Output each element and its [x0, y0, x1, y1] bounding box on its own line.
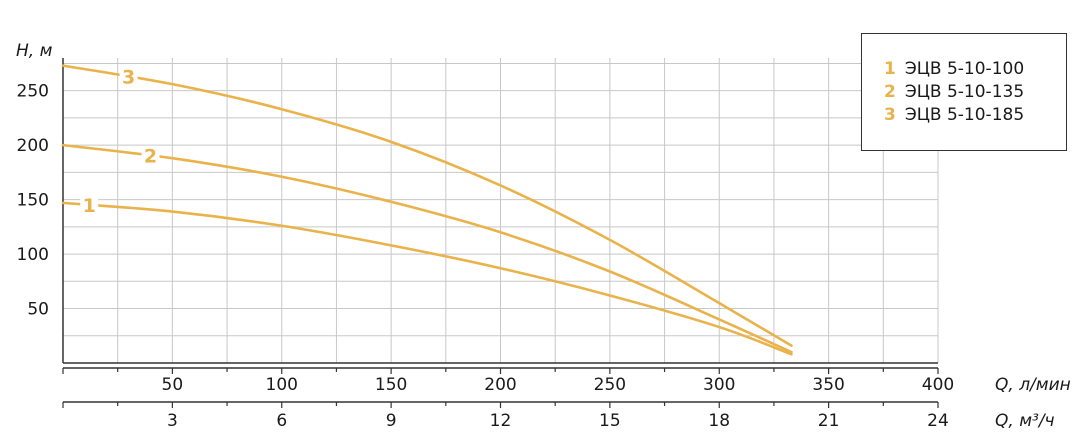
x-axis-title: Q, л/мин [995, 375, 1071, 395]
curve-label-background [119, 66, 138, 87]
legend-label: ЭЦВ 5-10-100 [904, 59, 1025, 79]
x-tick-label: 100 [266, 375, 298, 395]
x-tick-label: 250 [594, 375, 626, 395]
y-tick-labels: 50 100 150 200 250 [17, 82, 49, 320]
x2-tick-label: 12 [490, 411, 512, 431]
x-tick-label: 150 [375, 375, 407, 395]
legend-item-2: 2 ЭЦВ 5-10-135 [884, 81, 1066, 104]
y-tick-label: 250 [17, 82, 49, 102]
curve-label-1: 1 [83, 195, 96, 217]
curve-label-background [141, 145, 160, 166]
legend-number: 1 [884, 59, 896, 79]
x-tick-label: 350 [812, 375, 844, 395]
curve-3 [61, 64, 793, 347]
x2-tick-label: 6 [276, 411, 287, 431]
x2-tick-label: 18 [708, 411, 730, 431]
y-axis-title: H, м [16, 41, 53, 61]
y-tick-label: 50 [27, 300, 49, 320]
legend-label: ЭЦВ 5-10-185 [904, 105, 1025, 125]
x2-axis-title: Q, м³/ч [995, 411, 1055, 431]
x2-tick-labels: 3 6 9 12 15 18 21 24 [167, 411, 949, 431]
y-tick-label: 150 [17, 191, 49, 211]
x2-tick-label: 15 [599, 411, 621, 431]
curve-labels: 1 2 3 [80, 66, 160, 217]
x-tick-labels: 50 100 150 200 250 300 350 400 [162, 375, 955, 395]
legend-number: 3 [884, 105, 896, 125]
legend-item-3: 3 ЭЦВ 5-10-185 [884, 104, 1066, 127]
legend: 1 ЭЦВ 5-10-100 2 ЭЦВ 5-10-135 3 ЭЦВ 5-10-18… [861, 33, 1067, 151]
curves [61, 64, 793, 356]
legend-label: ЭЦВ 5-10-135 [904, 82, 1025, 102]
legend-item-1: 1 ЭЦВ 5-10-100 [884, 58, 1066, 81]
legend-number: 2 [884, 82, 896, 102]
grid [63, 58, 938, 363]
curve-1 [61, 201, 793, 356]
x2-tick-label: 21 [818, 411, 840, 431]
curve-2 [61, 143, 793, 354]
curve-label-3: 3 [122, 67, 135, 89]
x2-tick-label: 3 [167, 411, 178, 431]
curve-label-2: 2 [144, 146, 157, 168]
curve-label-background [80, 194, 99, 215]
y-tick-label: 100 [17, 245, 49, 265]
x-tick-label: 200 [484, 375, 516, 395]
x-tick-label: 300 [703, 375, 735, 395]
x2-tick-label: 9 [386, 411, 397, 431]
x-tick-label: 50 [162, 375, 184, 395]
y-tick-label: 200 [17, 136, 49, 156]
axes [62, 58, 939, 408]
x2-tick-label: 24 [927, 411, 949, 431]
x-tick-label: 400 [922, 375, 954, 395]
